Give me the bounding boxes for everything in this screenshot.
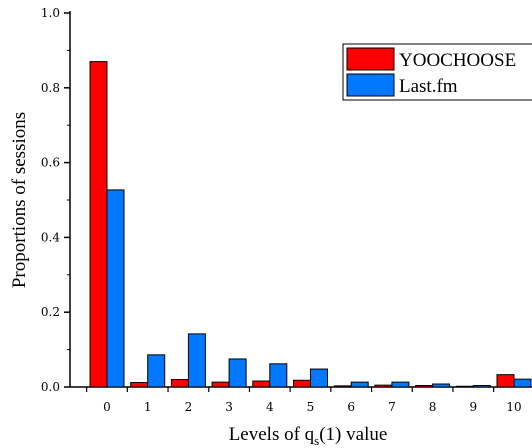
y-tick-label: 0.8 [41,81,60,95]
bar-lastfm-7 [391,381,410,388]
bar-lastfm-8 [432,383,451,388]
bar-lastfm-9 [472,385,491,388]
legend-swatch-yoochoose [346,47,395,71]
legend: YOOCHOOSE Last.fm [342,43,532,101]
y-tick-label: 0.4 [41,230,60,244]
x-tick-label: 3 [225,400,233,414]
legend-label-yoochoose: YOOCHOOSE [399,50,516,71]
y-tick-label: 0.6 [41,156,60,170]
bar-yoochoose-10 [496,374,515,388]
bar-lastfm-4 [269,363,288,388]
bar-yoochoose-2 [170,379,189,388]
bar-lastfm-0 [106,189,125,388]
x-tick-label: 9 [469,400,477,414]
bar-lastfm-2 [187,333,206,388]
bar-lastfm-3 [228,358,247,388]
y-tick-labels: 0.0 0.2 0.4 0.6 0.8 1.0 [41,6,60,394]
bar-yoochoose-5 [293,379,311,388]
bar-lastfm-5 [310,368,328,388]
bar-yoochoose-1 [130,382,149,388]
x-tick-label: 5 [307,400,315,414]
x-tick-labels: 0 1 2 3 4 5 6 7 8 9 10 [103,400,521,414]
bar-yoochoose-7 [374,384,393,388]
bar-yoochoose-3 [211,381,230,388]
bars [89,61,532,388]
bar-yoochoose-9 [455,385,474,388]
bar-yoochoose-6 [333,385,352,388]
x-tick-label: 1 [144,400,152,414]
y-axis-label: Proportions of sessions [9,112,30,288]
bar-yoochoose-8 [415,385,434,388]
bar-yoochoose-4 [252,380,271,388]
bar-lastfm-1 [147,354,166,388]
x-tick-label: 4 [266,400,274,414]
x-tick-label: 7 [388,400,396,414]
x-tick-label: 8 [429,400,437,414]
bar-lastfm-10 [513,378,532,388]
x-tick-label: 6 [347,400,355,414]
bar-yoochoose-0 [89,61,108,388]
bar-lastfm-6 [350,381,369,388]
x-axis-label: Levels of qs(1) value [229,424,388,448]
y-tick-label: 1.0 [41,6,60,20]
x-tick-label: 0 [103,400,111,414]
y-tick-label: 0.2 [41,305,60,319]
legend-label-lastfm: Last.fm [399,76,458,97]
x-tick-label: 10 [506,400,521,414]
legend-swatch-lastfm [346,73,395,97]
y-tick-label: 0.0 [41,380,60,394]
x-tick-label: 2 [185,400,193,414]
